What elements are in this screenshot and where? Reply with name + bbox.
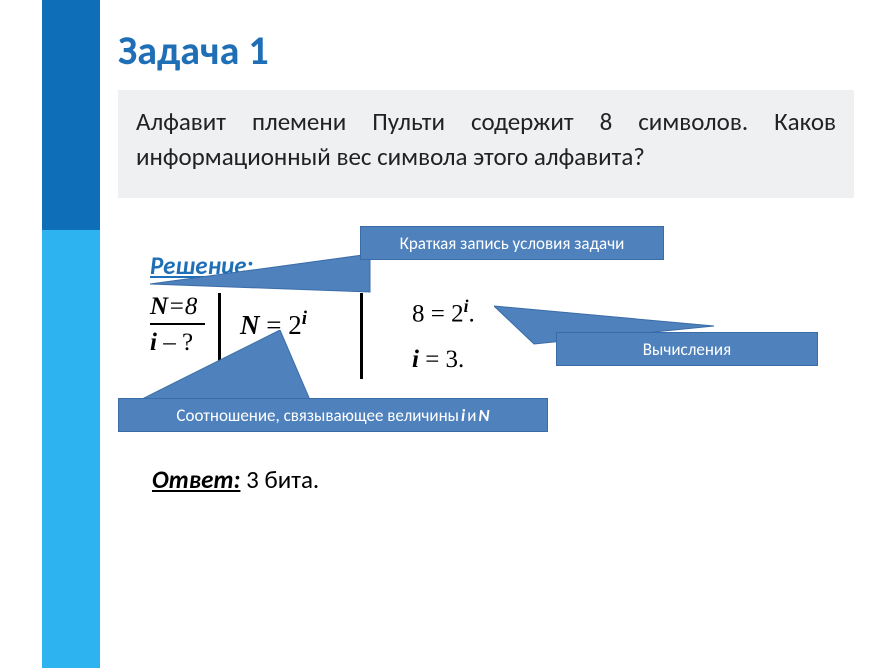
answer-value: 3 бита.: [240, 464, 319, 495]
callout-relation: Соотношение, связывающее величины i и N: [118, 398, 548, 432]
eq2-var: i: [412, 346, 419, 373]
callout-relation-N: N: [478, 405, 489, 426]
eq1-lhs: 8 = 2: [412, 300, 464, 327]
callout-calc: Вычисления: [556, 332, 818, 366]
sidebar-light-band: [42, 230, 100, 668]
problem-statement: Алфавит племени Пульти содержит 8 символ…: [118, 90, 854, 198]
callout-brief-text: Краткая запись условия задачи: [400, 233, 625, 254]
calc-line-1: 8 = 2i.: [412, 296, 475, 328]
slide-title: Задача 1: [118, 26, 269, 75]
callout-pointer-brief: [150, 254, 380, 306]
eq2-rest: = 3.: [419, 346, 464, 373]
sidebar-dark-band: [42, 0, 100, 230]
callout-pointer-relation: [140, 330, 320, 406]
formula-exp: i: [302, 308, 307, 329]
callout-relation-i: i: [461, 405, 465, 426]
callout-relation-mid: и: [467, 405, 476, 426]
callout-relation-prefix: Соотношение, связывающее величины: [176, 405, 459, 426]
answer-row: Ответ: 3 бита.: [152, 464, 319, 495]
answer-label: Ответ:: [152, 464, 240, 495]
callout-brief: Краткая запись условия задачи: [360, 226, 664, 260]
callout-calc-text: Вычисления: [643, 339, 731, 360]
calc-line-2: i = 3.: [412, 346, 464, 374]
eq1-tail: .: [468, 300, 474, 327]
